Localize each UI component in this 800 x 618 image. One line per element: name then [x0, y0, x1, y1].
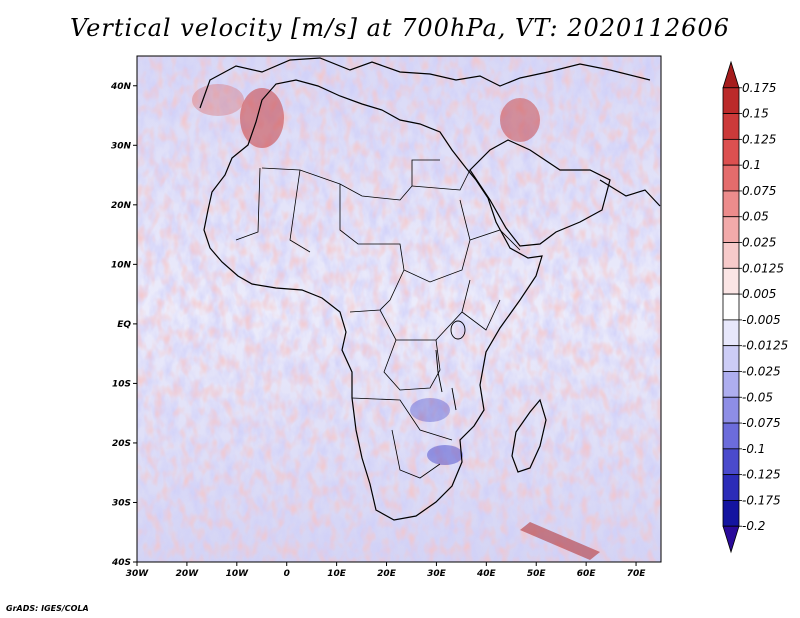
colorbar-segment — [722, 138, 740, 166]
latitude-axis: 40N 30N 20N 10N EQ 10S 20S 30S 40S — [110, 82, 137, 568]
lon-tick-label: 60E — [577, 569, 597, 579]
lake-victoria — [450, 320, 466, 340]
lon-tick-label: 10W — [226, 569, 250, 579]
lon-tick-label: 20E — [377, 569, 397, 579]
coastline-asia — [599, 179, 661, 207]
lat-tick-label: 30N — [111, 141, 132, 151]
colorbar-segment — [722, 267, 740, 295]
plot-area — [137, 56, 661, 562]
longitude-axis: 30W 20W 10W 0 10E 20E 30E 40E 50E 60E 70E — [126, 562, 646, 579]
lon-tick-label: 40E — [476, 569, 497, 579]
lat-tick-label: 10S — [112, 379, 131, 389]
colorbar-segment — [722, 396, 740, 424]
colorbar-segment — [722, 242, 740, 269]
lon-tick-label: 30W — [126, 569, 150, 579]
descent-patch-mozambique — [427, 445, 463, 465]
colorbar-segment — [722, 474, 740, 501]
vertical-velocity-field — [137, 56, 661, 562]
colorbar-label: -0.005 — [742, 313, 781, 327]
coastline-arabia — [469, 139, 611, 247]
lat-tick-label: 30S — [112, 498, 131, 508]
lon-tick-label: 10E — [327, 569, 347, 579]
lat-tick-label: EQ — [117, 320, 131, 330]
descent-patch-zambia — [410, 398, 450, 422]
lon-tick-label: 70E — [627, 569, 647, 579]
colorbar: 0.175 0.15 0.125 0.1 0.075 0.05 0.025 0.0125 0.0… — [722, 60, 788, 554]
lat-tick-label: 20N — [111, 201, 132, 211]
coastline-africa — [203, 79, 543, 521]
lat-tick-label: 20S — [112, 439, 131, 449]
map-title: Vertical velocity [m/s] at 700hPa, VT: 2… — [70, 14, 730, 42]
colorbar-label: 0.075 — [742, 184, 776, 198]
colorbar-label: 0.175 — [742, 81, 776, 95]
lat-tick-label: 10N — [111, 260, 132, 270]
ascent-patch-iberia — [192, 84, 244, 116]
colorbar-label: 0.15 — [742, 107, 769, 121]
colorbar-label: -0.025 — [742, 364, 781, 378]
colorbar-label: -0.05 — [742, 390, 773, 404]
colorbar-label: -0.1 — [742, 442, 765, 456]
lon-tick-label: 20W — [176, 569, 200, 579]
colorbar-label: 0.1 — [742, 158, 761, 172]
colorbar-label: 0.0125 — [742, 261, 784, 275]
colorbar-bottom-arrow — [722, 525, 740, 554]
colorbar-segment — [722, 87, 740, 114]
lake-tanganyika — [435, 349, 443, 393]
lake-malawi — [451, 387, 457, 411]
colorbar-label: -0.075 — [742, 416, 781, 430]
colorbar-label: 0.125 — [742, 132, 776, 146]
colorbar-segment — [722, 190, 740, 218]
lon-tick-label: 50E — [527, 569, 547, 579]
ascent-band-southwest — [520, 522, 600, 560]
country-borders — [235, 159, 521, 479]
colorbar-segment — [722, 371, 740, 398]
lon-tick-label: 0 — [284, 569, 290, 579]
coastline-europe — [199, 57, 651, 109]
colorbar-label: -0.125 — [742, 468, 781, 482]
colorbar-label: -0.2 — [742, 519, 765, 533]
lon-tick-label: 30E — [427, 569, 447, 579]
colorbar-top-arrow — [722, 60, 740, 89]
colorbar-segment — [722, 113, 740, 140]
coastline-madagascar — [511, 398, 547, 473]
lat-tick-label: 40S — [111, 558, 131, 568]
colorbar-label: -0.175 — [742, 493, 781, 507]
colorbar-label: 0.05 — [742, 210, 769, 224]
grads-credit: GrADS: IGES/COLA — [6, 604, 89, 613]
colorbar-segment — [722, 216, 740, 243]
colorbar-segment — [722, 448, 740, 476]
colorbar-label: 0.025 — [742, 236, 776, 250]
colorbar-segment — [722, 293, 740, 321]
plot-frame — [136, 55, 662, 563]
lat-tick-label: 40N — [110, 82, 132, 92]
colorbar-label: 0.005 — [742, 287, 776, 301]
ascent-patch-atlas — [240, 88, 284, 148]
colorbar-label: -0.0125 — [742, 339, 788, 353]
colorbar-segment — [722, 319, 740, 347]
colorbar-segment — [722, 345, 740, 372]
colorbar-segment — [722, 500, 740, 527]
colorbar-segment — [722, 164, 740, 192]
colorbar-segment — [722, 422, 740, 450]
ascent-patch-zagros — [500, 98, 540, 142]
